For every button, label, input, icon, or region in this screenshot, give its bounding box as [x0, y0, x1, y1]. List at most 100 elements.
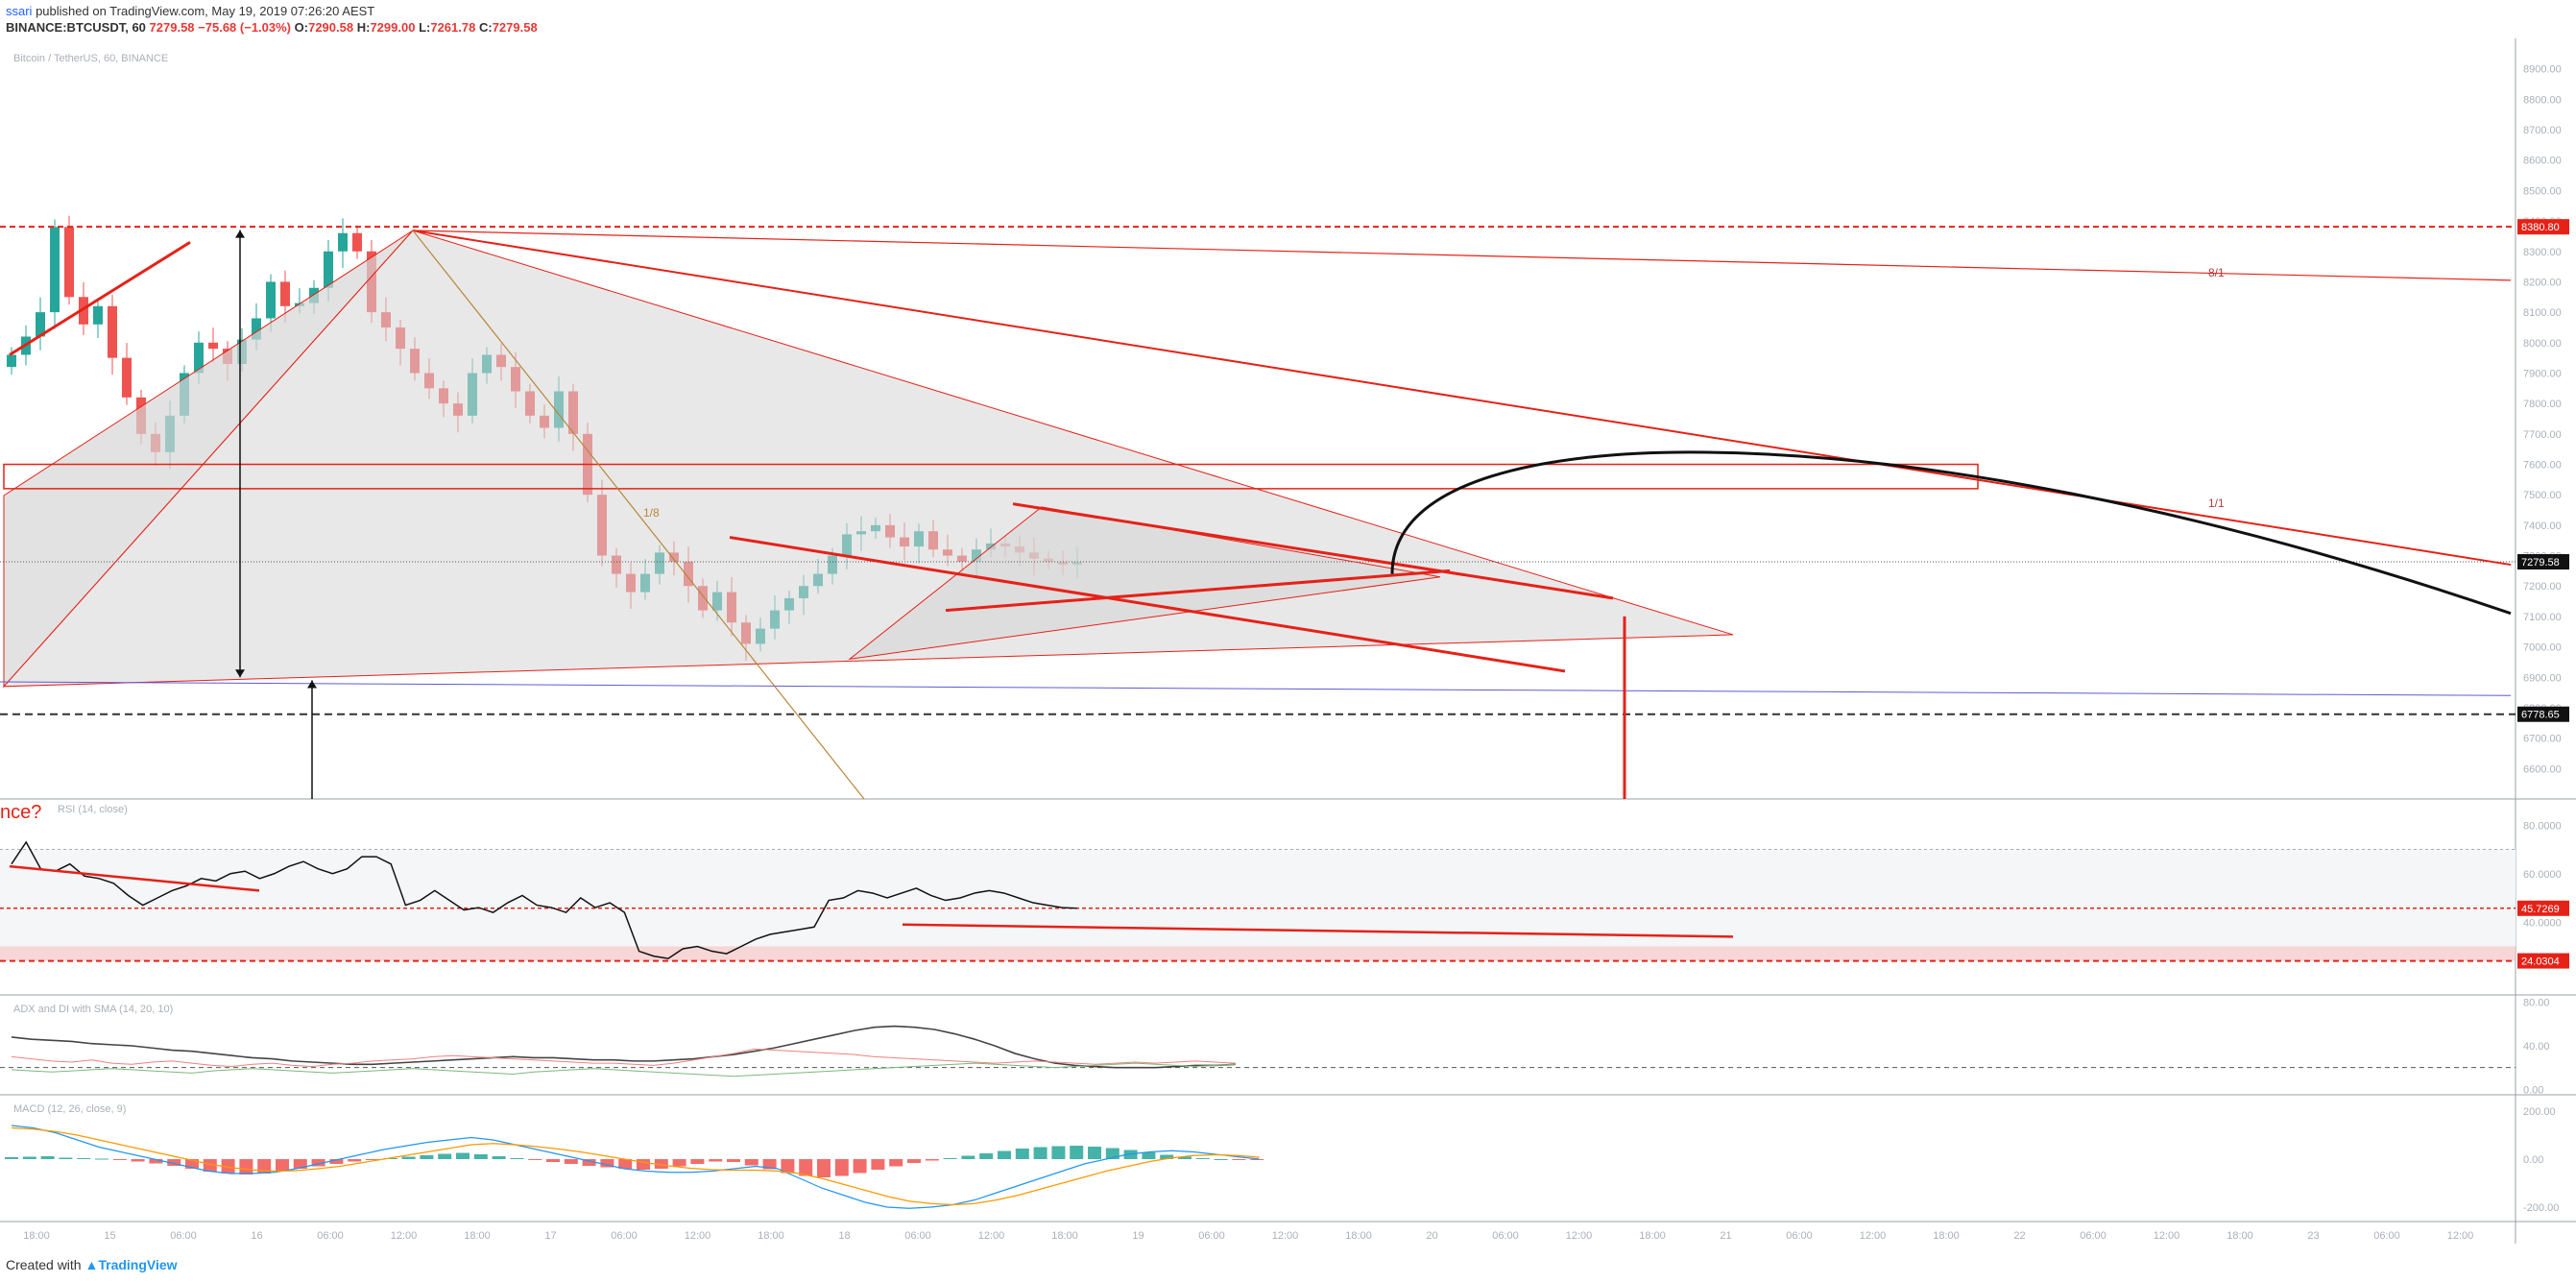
macd-histogram-bar	[998, 1150, 1011, 1159]
y-tick-label: 7100.00	[2523, 612, 2562, 623]
candle-body	[324, 251, 333, 288]
channel-upper-line	[1012, 502, 1614, 600]
arrow-head-up-2	[307, 680, 317, 689]
macd-y-tick: -200.00	[2523, 1202, 2559, 1214]
candle-body	[122, 357, 132, 398]
x-tick-label: 18:00	[1345, 1230, 1372, 1242]
macd-histogram-bar	[817, 1159, 831, 1177]
created-with-text: Created with	[6, 1257, 82, 1272]
adx-series-line	[11, 1048, 1236, 1068]
rsi-price-label-box	[2517, 953, 2569, 969]
macd-histogram-bar	[1070, 1146, 1084, 1159]
macd-histogram-bar	[1088, 1147, 1101, 1159]
candle-body	[79, 297, 88, 325]
macd-histogram-bar	[672, 1159, 686, 1167]
rsi-price-label-text: 24.0304	[2521, 956, 2560, 968]
macd-histogram-bar	[438, 1153, 452, 1159]
x-tick-label: 06:00	[170, 1230, 197, 1242]
macd-histogram-bar	[383, 1158, 397, 1159]
high-label: H:	[356, 20, 371, 35]
candle-body	[64, 227, 74, 298]
macd-histogram-bar	[727, 1159, 740, 1162]
x-tick-label: 12:00	[1272, 1230, 1299, 1242]
indicators-layer	[5, 840, 1734, 1209]
projection-curve	[1390, 450, 2512, 616]
price-axis: 8900.008800.008700.008600.008500.008400.…	[23, 64, 2569, 1242]
y-tick-label: 7900.00	[2523, 368, 2562, 379]
x-tick-label: 12:00	[391, 1230, 418, 1242]
macd-histogram-bar	[654, 1159, 668, 1169]
macd-histogram-bar	[348, 1159, 362, 1162]
candle-body	[108, 305, 117, 358]
macd-histogram-bar	[709, 1159, 723, 1162]
adx-y-tick: 40.00	[2523, 1041, 2550, 1053]
author-link[interactable]: ssari	[6, 4, 33, 18]
x-tick-label: 06:00	[1786, 1230, 1813, 1242]
macd-histogram-bar	[95, 1158, 108, 1160]
adx-series-line	[11, 1025, 1236, 1069]
macd-series-line	[11, 1125, 1260, 1209]
macd-histogram-bar	[149, 1159, 163, 1164]
candle-body	[252, 318, 261, 340]
y-tick-label: 7000.00	[2523, 642, 2562, 654]
y-tick-label: 6900.00	[2523, 672, 2562, 684]
triangle-pattern-main	[2, 230, 1734, 688]
macd-histogram-bar	[329, 1159, 344, 1164]
macd-histogram-bar	[239, 1159, 253, 1174]
candle-body	[208, 342, 218, 350]
symbol-legend: BINANCE:BTCUSDT, 60 7279.58 −75.68 (−1.0…	[6, 19, 538, 36]
rsi-price-label-text: 45.7269	[2521, 904, 2560, 915]
early-uptrend-line	[9, 240, 191, 356]
publish-info: ssari published on TradingView.com, May …	[6, 3, 374, 20]
x-tick-label: 06:00	[1492, 1230, 1519, 1242]
macd-histogram-bar	[1195, 1158, 1210, 1159]
y-tick-label: 7800.00	[2523, 399, 2562, 410]
macd-histogram-bar	[943, 1158, 957, 1159]
price-label-box	[2517, 706, 2569, 722]
x-tick-label: 06:00	[611, 1230, 638, 1242]
candle-body	[93, 305, 103, 325]
y-tick-label: 7700.00	[2523, 429, 2562, 441]
x-tick-label: 12:00	[1860, 1230, 1887, 1242]
tradingview-link[interactable]: TradingView	[98, 1257, 178, 1272]
adx-pane-title: ADX and DI with SMA (14, 20, 10)	[13, 1004, 173, 1015]
drawings-layer: 8/1 1/1 1/8	[0, 226, 2516, 800]
x-tick-label: 18:00	[464, 1230, 491, 1242]
chart-canvas[interactable]: 8/1 1/1 1/8 8900.00 8800.00 8700.00 8600.00 85…	[0, 38, 2576, 1244]
footer-branding: Created with ▲TradingView	[6, 1257, 178, 1272]
macd-histogram-bar	[456, 1152, 469, 1159]
candle-body	[7, 354, 16, 368]
close-value: 7279.58	[492, 20, 538, 35]
y-tick-label: 7600.00	[2523, 460, 2562, 472]
x-tick-label: 06:00	[904, 1230, 931, 1242]
macd-histogram-bar	[871, 1159, 885, 1170]
x-tick-label: 18:00	[1933, 1230, 1960, 1242]
macd-histogram-bar	[961, 1155, 975, 1159]
rsi-trendline-1	[9, 864, 260, 892]
macd-histogram-bar	[907, 1159, 921, 1163]
macd-histogram-bar	[1250, 1159, 1264, 1160]
x-tick-label: 18:00	[1639, 1230, 1666, 1242]
low-label: L:	[419, 20, 431, 35]
macd-histogram-bar	[853, 1159, 867, 1174]
fan-line-8-1	[412, 230, 2512, 281]
rising-support-line	[945, 569, 1451, 613]
macd-histogram-bar	[59, 1157, 73, 1159]
macd-histogram-bar	[203, 1159, 217, 1172]
x-tick-label: 20	[1426, 1230, 1437, 1242]
x-tick-label: 12:00	[2154, 1230, 2180, 1242]
candle-body	[352, 232, 362, 252]
macd-histogram-bar	[564, 1159, 578, 1164]
y-tick-label: 8800.00	[2523, 94, 2562, 106]
y-tick-label: 8900.00	[2523, 64, 2562, 76]
y-tick-label: 7400.00	[2523, 520, 2562, 532]
macd-pane-title: MACD (12, 26, close, 9)	[13, 1103, 126, 1115]
chart-header: ssari published on TradingView.com, May …	[0, 0, 2576, 38]
macd-histogram-bar	[1178, 1156, 1192, 1159]
rsi-trendline-2	[902, 923, 1734, 938]
macd-histogram-bar	[600, 1159, 614, 1168]
macd-histogram-bar	[979, 1153, 994, 1159]
x-tick-label: 06:00	[2080, 1230, 2107, 1242]
x-tick-label: 18:00	[758, 1230, 784, 1242]
macd-histogram-bar	[366, 1159, 379, 1160]
